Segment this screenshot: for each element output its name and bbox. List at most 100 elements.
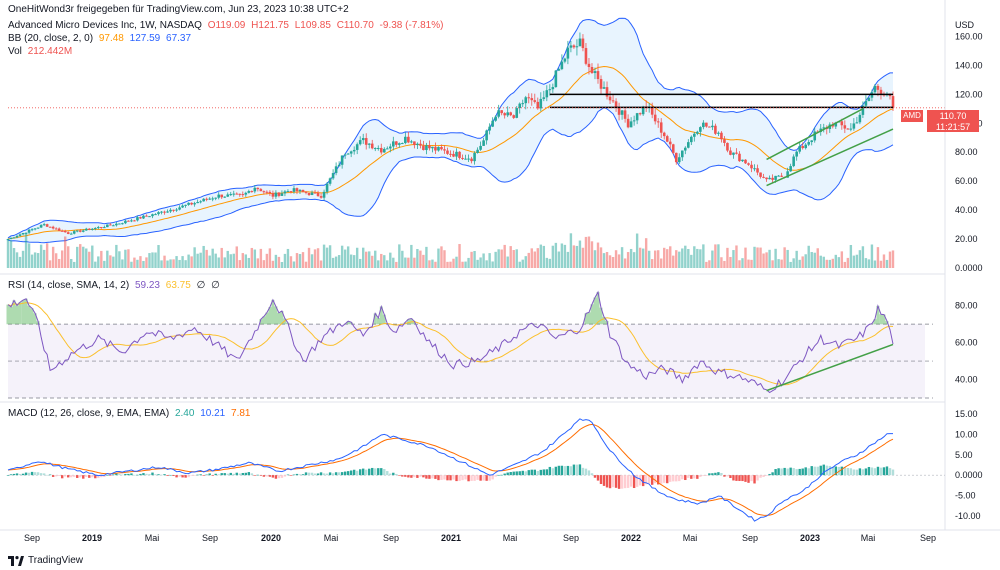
tradingview-brand[interactable]: TradingView [8, 555, 83, 566]
volume-bar [687, 249, 690, 268]
macd-histogram-bar [455, 475, 458, 482]
volume-bar [663, 247, 666, 268]
macd-histogram-bar [51, 475, 55, 477]
macd-histogram-bar [157, 474, 160, 476]
candle-body [449, 153, 452, 155]
symbol-title[interactable]: Advanced Micro Devices Inc, 1W, NASDAQ [8, 20, 202, 31]
volume-bar [401, 250, 404, 268]
candle-body [795, 151, 798, 157]
volume-bar [121, 259, 124, 268]
candle-body [687, 142, 690, 148]
candle-body [620, 110, 624, 115]
candle-body [217, 194, 221, 198]
volume-bar [461, 261, 464, 268]
macd-histogram-bar [211, 475, 214, 476]
candle-body [48, 226, 52, 228]
macd-histogram-bar [488, 475, 491, 481]
volume-bar [154, 252, 157, 268]
volume-bar [566, 251, 570, 268]
volume-bar [289, 256, 293, 268]
candle-body [455, 151, 458, 157]
macd-histogram-bar [280, 475, 284, 478]
macd-histogram-bar [313, 473, 317, 476]
candle-body [876, 85, 880, 90]
macd-histogram-bar [843, 467, 847, 476]
bb-legend[interactable]: BB (20, close, 2, 0) 97.48 127.59 67.37 [8, 33, 194, 44]
volume-bar [548, 258, 552, 268]
vol-legend[interactable]: Vol 212.442M [8, 46, 75, 57]
volume-bar [349, 254, 353, 268]
volume-bar [711, 250, 714, 268]
volume-bar [268, 248, 272, 268]
price-axis-tick: 160.00 [955, 31, 983, 41]
candle-body [605, 87, 609, 97]
macd-histogram-bar [578, 464, 582, 476]
volume-bar [419, 250, 422, 268]
candle-body [641, 106, 645, 115]
candle-body [497, 110, 500, 117]
time-axis-tick: Sep [202, 533, 218, 543]
volume-bar [762, 253, 765, 268]
rsi-legend[interactable]: RSI (14, close, SMA, 14, 2) 59.23 63.75 … [8, 280, 223, 291]
candle-body [343, 154, 347, 156]
macd-histogram-bar [202, 475, 205, 476]
macd-legend[interactable]: MACD (12, 26, close, 9, EMA, EMA) 2.40 1… [8, 408, 253, 419]
candle-body [738, 153, 741, 162]
time-axis-tick: 2023 [800, 533, 820, 543]
candle-body [720, 132, 723, 140]
candle-body [328, 178, 332, 184]
volume-bar [340, 245, 344, 268]
macd-histogram-bar [298, 474, 302, 476]
bb-upper-line [7, 17, 893, 239]
volume-bar [404, 257, 407, 268]
candle-body [440, 147, 443, 150]
volume-bar [617, 254, 621, 268]
rsi-lower-value: ∅ [211, 280, 220, 291]
volume-bar [467, 257, 470, 268]
volume-bar [488, 253, 491, 268]
candle-body [148, 216, 151, 218]
candle-body [452, 153, 455, 157]
bb-lower-line [7, 107, 894, 244]
macd-histogram-bar [154, 474, 157, 476]
candle-body [304, 191, 308, 193]
volume-bar [446, 261, 449, 268]
volume-bar [614, 250, 618, 268]
volume-bar [244, 254, 248, 268]
macd-histogram-bar [362, 468, 365, 476]
volume-bar [346, 246, 350, 268]
candle-body [771, 177, 774, 180]
volume-bar [647, 250, 651, 268]
volume-bar [741, 258, 744, 268]
macd-histogram-bar [548, 466, 552, 476]
macd-histogram-bar [720, 472, 723, 476]
macd-histogram-bar [714, 472, 717, 476]
macd-histogram-bar [822, 464, 825, 476]
macd-histogram-bar [244, 472, 248, 476]
candle-body [873, 85, 877, 93]
macd-histogram-bar [121, 474, 124, 476]
candle-body [193, 203, 196, 205]
volume-bar [515, 249, 518, 268]
volume-bar [115, 244, 118, 268]
macd-histogram-bar [840, 466, 844, 476]
volume-bar [635, 233, 639, 268]
candle-body [798, 146, 801, 152]
volume-bar [380, 253, 383, 268]
volume-bar [873, 260, 877, 268]
candle-body [662, 132, 666, 137]
candle-body [262, 191, 266, 193]
macd-histogram-bar [852, 469, 856, 476]
candle-body [78, 230, 82, 232]
candle-body [762, 176, 765, 178]
volume-bar [693, 246, 696, 268]
candle-body [178, 207, 181, 210]
candle-body [93, 227, 97, 229]
candle-body [593, 71, 597, 74]
candle-body [759, 172, 762, 177]
macd-histogram-bar [804, 467, 807, 476]
macd-histogram-bar [705, 475, 708, 476]
macd-histogram-bar [169, 474, 172, 476]
price-tag-value: 110.70 [939, 111, 967, 121]
